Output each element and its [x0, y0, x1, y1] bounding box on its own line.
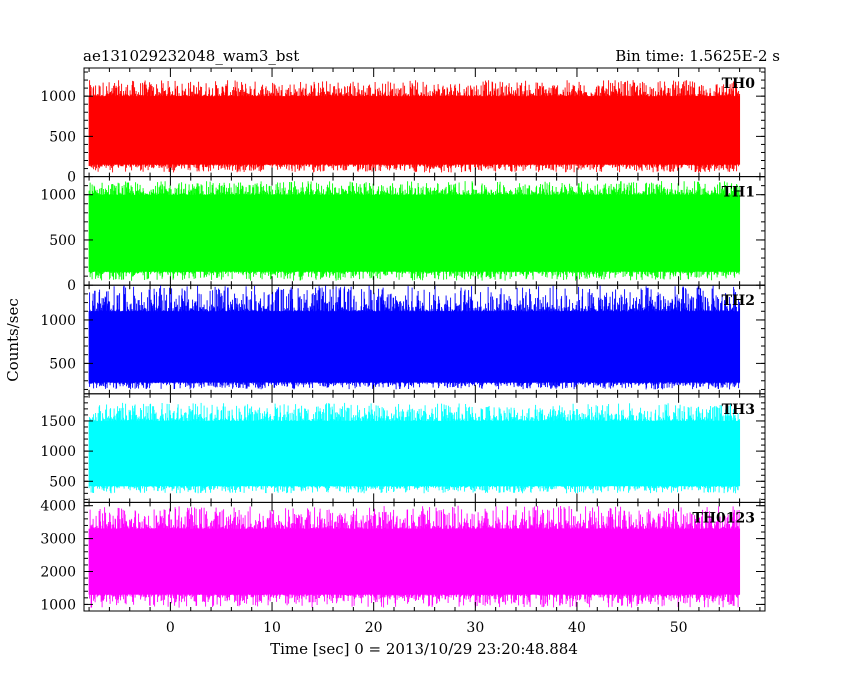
panel-label-th0123: TH0123: [692, 510, 755, 526]
series-th0: [88, 80, 741, 173]
x-tick-label: 0: [166, 620, 175, 636]
series-th2: [88, 285, 741, 390]
y-tick-label: 500: [49, 356, 76, 372]
panel-th2: 500 1000 TH2: [40, 284, 766, 395]
panel-label-th2: TH2: [722, 293, 755, 309]
y-tick-label: 4000: [40, 499, 76, 515]
x-tick-label: 50: [670, 620, 688, 636]
y-tick-label: 500: [49, 129, 76, 145]
y-tick-label: 1000: [40, 188, 76, 204]
y-tick-label: 0: [67, 170, 76, 186]
x-axis-label: Time [sec] 0 = 2013/10/29 23:20:48.884: [270, 640, 578, 658]
y-tick-label: 0: [67, 278, 76, 294]
panel-th0: 0 500 1000 TH0: [40, 67, 766, 186]
y-axis-label: Counts/sec: [4, 298, 22, 382]
x-tick-label: 30: [466, 620, 484, 636]
panel-th0123: 1000 2000 3000 4000 TH0123: [40, 499, 766, 613]
series-th1: [88, 181, 741, 281]
chart-subtitle: Bin time: 1.5625E-2 s: [615, 47, 780, 65]
x-tick-label: 10: [263, 620, 281, 636]
y-tick-label: 500: [49, 474, 76, 490]
y-tick-label: 1000: [40, 313, 76, 329]
panel-frame: [83, 501, 766, 612]
series-th0123: [88, 505, 741, 608]
y-tick-label: 1000: [40, 89, 76, 105]
y-tick-label: 1000: [40, 444, 76, 460]
panel-th1: 0 500 1000 TH1: [40, 176, 766, 294]
x-tick-label: 40: [568, 620, 586, 636]
panel-th3: 500 1000 1500 TH3: [40, 393, 766, 503]
y-tick-label: 1000: [40, 597, 76, 613]
x-tick-label: 20: [365, 620, 383, 636]
panel-label-th0: TH0: [722, 76, 756, 92]
panel-label-th1: TH1: [722, 185, 755, 201]
y-tick-label: 3000: [40, 532, 76, 548]
y-tick-label: 500: [49, 233, 76, 249]
chart-title: ae131029232048_wam3_bst: [83, 47, 299, 65]
y-tick-label: 2000: [40, 565, 76, 581]
y-tick-label: 1500: [40, 414, 76, 430]
panel-label-th3: TH3: [722, 402, 755, 418]
series-th3: [88, 402, 741, 494]
